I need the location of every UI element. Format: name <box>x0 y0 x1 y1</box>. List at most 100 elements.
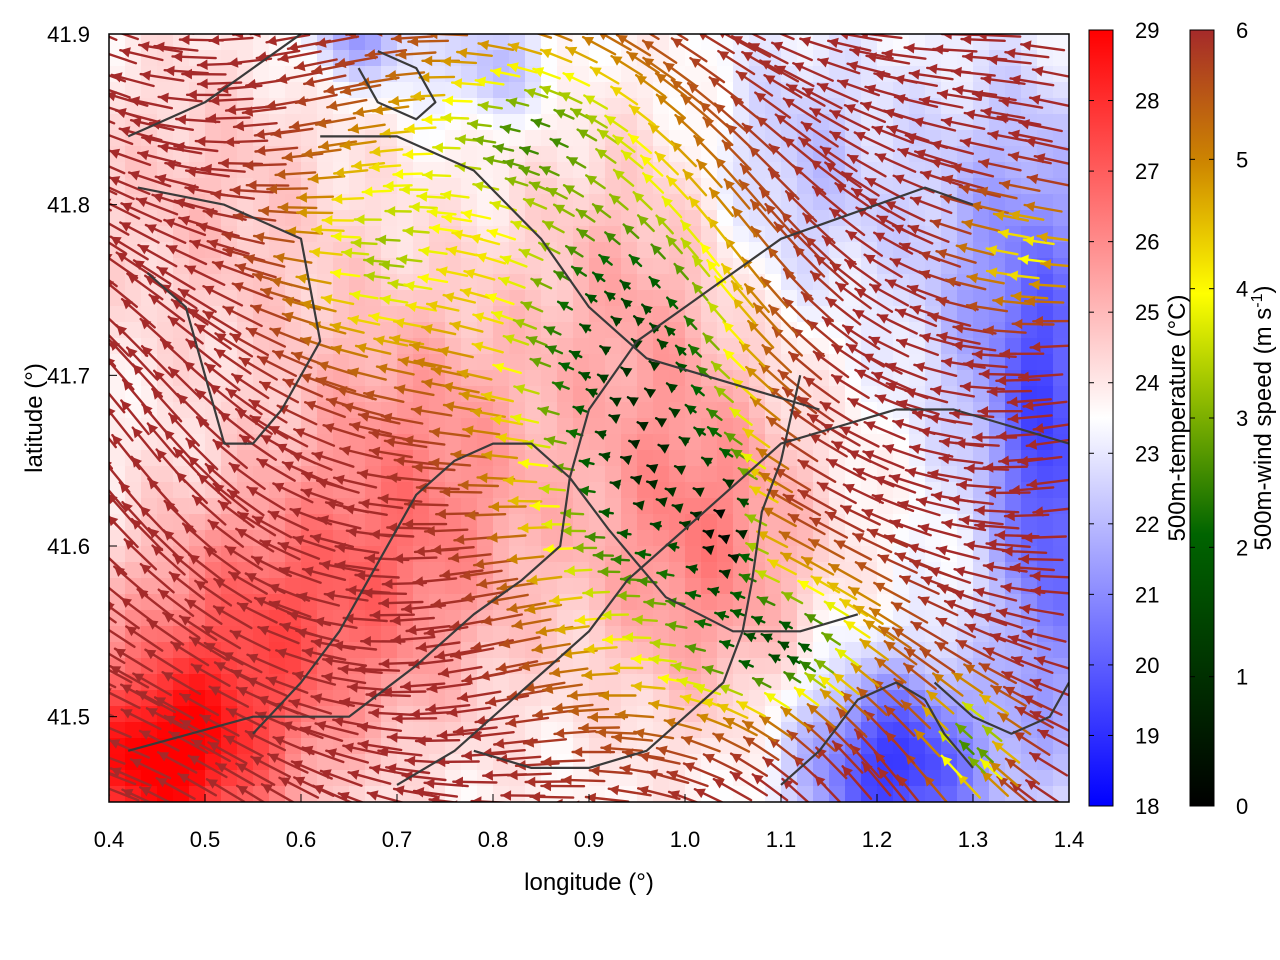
heatmap-cell <box>637 98 654 115</box>
heatmap-cell <box>669 98 686 115</box>
heatmap-cell <box>669 50 686 67</box>
heatmap-cell <box>285 130 302 147</box>
heatmap-cell <box>221 274 238 291</box>
heatmap-cell <box>493 242 510 259</box>
heatmap-cell <box>1021 322 1038 339</box>
heatmap-cell <box>1037 162 1054 179</box>
heatmap-cell <box>605 418 622 435</box>
heatmap-cell <box>813 194 830 211</box>
heatmap-cell <box>909 770 926 787</box>
heatmap-cell <box>685 210 702 227</box>
heatmap-cell <box>333 578 350 595</box>
heatmap-cell <box>957 290 974 307</box>
heatmap-cell <box>557 786 574 802</box>
heatmap-cell <box>493 482 510 499</box>
heatmap-cell <box>749 690 766 707</box>
heatmap-cell <box>845 306 862 323</box>
heatmap-cell <box>493 450 510 467</box>
heatmap-cell <box>1053 482 1069 499</box>
heatmap-cell <box>349 274 366 291</box>
heatmap-cell <box>653 130 670 147</box>
heatmap-cell <box>109 114 126 131</box>
heatmap-cell <box>589 82 606 99</box>
heatmap-cell <box>621 82 638 99</box>
heatmap-cell <box>717 546 734 563</box>
heatmap-cell <box>573 770 590 787</box>
heatmap-cell <box>1053 242 1069 259</box>
heatmap-cell <box>1053 594 1069 611</box>
heatmap-cell <box>781 306 798 323</box>
heatmap-cell <box>477 194 494 211</box>
heatmap-cell <box>861 162 878 179</box>
heatmap-cell <box>829 226 846 243</box>
heatmap-cell <box>429 66 446 83</box>
heatmap-cell <box>445 130 462 147</box>
heatmap-cell <box>253 466 270 483</box>
heatmap-cell <box>541 578 558 595</box>
heatmap-cell <box>237 290 254 307</box>
heatmap-cell <box>685 34 702 51</box>
heatmap-cell <box>829 66 846 83</box>
heatmap-cell <box>461 274 478 291</box>
heatmap-cell <box>525 226 542 243</box>
heatmap-cell <box>621 690 638 707</box>
heatmap-cell <box>877 562 894 579</box>
heatmap-cell <box>1005 258 1022 275</box>
heatmap-cell <box>701 146 718 163</box>
heatmap-cell <box>349 258 366 275</box>
heatmap-cell <box>733 306 750 323</box>
heatmap-cell <box>701 466 718 483</box>
heatmap-cell <box>781 130 798 147</box>
heatmap-cell <box>605 98 622 115</box>
heatmap-cell <box>653 226 670 243</box>
heatmap-cell <box>1005 546 1022 563</box>
wind-arrow-head <box>78 578 89 588</box>
wind-arrow-head <box>76 760 87 770</box>
heatmap-cell <box>413 210 430 227</box>
heatmap-cell <box>237 306 254 323</box>
heatmap-cell <box>1005 82 1022 99</box>
wind-arrow-head <box>91 719 102 729</box>
heatmap-cell <box>125 226 142 243</box>
heatmap-cell <box>221 194 238 211</box>
heatmap-cell <box>813 642 830 659</box>
heatmap-cell <box>589 322 606 339</box>
heatmap-cell <box>461 66 478 83</box>
heatmap-cell <box>285 178 302 195</box>
heatmap-cell <box>557 162 574 179</box>
heatmap-cell <box>493 146 510 163</box>
heatmap-cell <box>541 98 558 115</box>
heatmap-cell <box>605 642 622 659</box>
heatmap-cell <box>733 674 750 691</box>
heatmap-cell <box>685 658 702 675</box>
wind-arrow-shaft <box>109 601 114 607</box>
heatmap-cell <box>397 210 414 227</box>
heatmap-cell <box>1053 306 1069 323</box>
heatmap-cell <box>1053 178 1069 195</box>
heatmap-cell <box>365 322 382 339</box>
heatmap-cell <box>701 626 718 643</box>
heatmap-cell <box>461 658 478 675</box>
heatmap-cell <box>381 642 398 659</box>
heatmap-cell <box>717 66 734 83</box>
heatmap-cell <box>621 642 638 659</box>
heatmap-cell <box>493 50 510 67</box>
heatmap-cell <box>957 418 974 435</box>
heatmap-cell <box>381 322 398 339</box>
heatmap-cell <box>541 642 558 659</box>
heatmap-cell <box>589 50 606 67</box>
heatmap-cell <box>877 338 894 355</box>
heatmap-cell <box>893 322 910 339</box>
heatmap-cell <box>621 242 638 259</box>
heatmap-cell <box>157 50 174 67</box>
heatmap-cell <box>541 690 558 707</box>
heatmap-cell <box>957 258 974 275</box>
heatmap-cell <box>221 146 238 163</box>
heatmap-cell <box>365 210 382 227</box>
heatmap-cell <box>285 82 302 99</box>
heatmap-cell <box>461 466 478 483</box>
heatmap-cell <box>413 306 430 323</box>
heatmap-cell <box>621 322 638 339</box>
heatmap-cell <box>829 194 846 211</box>
heatmap-cell <box>333 290 350 307</box>
